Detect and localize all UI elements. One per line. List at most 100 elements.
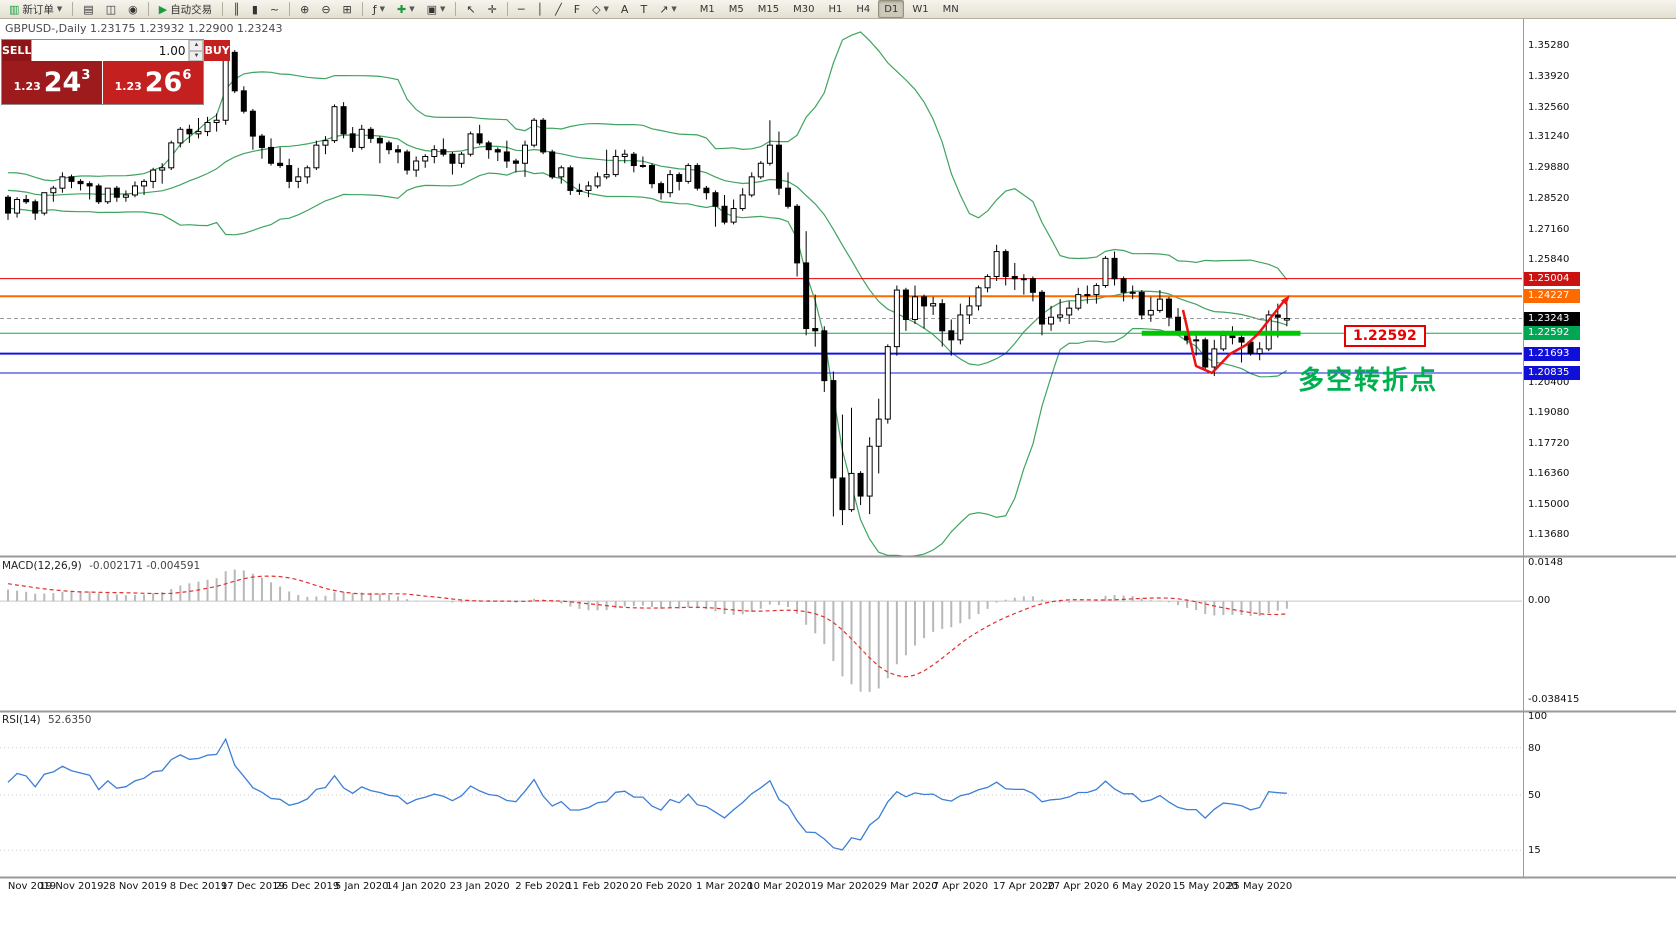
toolbar: ▥ 新订单 ▼ ▤ ◫ ◉ ▶ 自动交易 ║ ▮ ~ ⊕ ⊖ ⊞ ƒ ▼ ✚ ▼ ▣ ▼ ↖ ✛ ─ │ ╱ F ◇ ▼ A T ↗ ▼ M1 M… <box>0 0 1676 19</box>
label-button[interactable]: T <box>635 0 652 18</box>
timeframe-w1[interactable]: W1 <box>912 3 929 15</box>
macd-values: -0.002171 -0.004591 <box>89 560 201 572</box>
timeframe-d1[interactable]: D1 <box>878 0 905 18</box>
date-axis-label: 28 Nov 2019 <box>102 881 167 892</box>
bar-chart-icon-button[interactable]: ║ <box>228 0 245 18</box>
vertical-line-button[interactable]: │ <box>531 0 548 18</box>
timeframe-h1[interactable]: H1 <box>828 3 843 15</box>
sell-price[interactable]: 1.23 24 3 <box>2 61 102 104</box>
chart-ohlc-header: GBPUSD-,Daily 1.23175 1.23932 1.22900 1.… <box>5 22 283 35</box>
chevron-down-icon: ▼ <box>409 5 415 13</box>
add-object-button[interactable]: ✚ ▼ <box>392 0 420 18</box>
turning-point-label[interactable]: 多空转折点 <box>1298 366 1439 396</box>
volume-input[interactable] <box>32 40 189 61</box>
toolbar-separator <box>147 2 149 16</box>
date-axis-label: 6 May 2020 <box>1112 881 1172 892</box>
buy-price-big: 26 <box>144 67 183 98</box>
date-axis-label: 17 Apr 2020 <box>992 881 1055 892</box>
cursor-button[interactable]: ↖ <box>461 0 480 18</box>
date-axis-label: 2 Feb 2020 <box>515 881 572 892</box>
crosshair-icon: ✛ <box>487 2 497 16</box>
rsi-name: RSI(14) <box>2 714 41 726</box>
macd-panel-label: MACD(12,26,9) -0.002171 -0.004591 <box>2 560 200 572</box>
arrowhead-icon <box>1281 295 1290 305</box>
bollinger-middle-band <box>7 134 1288 366</box>
line-chart-icon-button[interactable]: ~ <box>265 0 284 18</box>
rsi-axis-label: 80 <box>1528 742 1541 754</box>
price-axis-label: 1.25840 <box>1528 253 1570 265</box>
volume-down-button[interactable]: ▼ <box>189 50 204 61</box>
macd-panel[interactable] <box>7 569 1288 692</box>
indicators-button[interactable]: ƒ ▼ <box>368 0 390 18</box>
timeframe-m30[interactable]: M30 <box>793 3 815 15</box>
price-tag: 1.25004 <box>1524 271 1580 286</box>
date-axis-label: 23 Jan 2020 <box>449 881 510 892</box>
profiles-icon-button[interactable]: ◫ <box>101 0 121 18</box>
main-chart-panel[interactable] <box>0 31 1522 557</box>
text-icon: A <box>620 2 629 16</box>
buy-button[interactable]: BUY <box>204 40 230 61</box>
price-level-label[interactable]: 1.22592 <box>1344 325 1426 347</box>
bar-chart-icon-icon: ║ <box>233 2 240 16</box>
timeframe-m1[interactable]: M1 <box>699 3 715 15</box>
price-axis-label: 1.31240 <box>1528 131 1570 143</box>
vertical-line-icon: │ <box>536 2 544 16</box>
crosshair-button[interactable]: ✛ <box>483 0 502 18</box>
shapes-icon: ◇ <box>592 2 601 16</box>
sell-button[interactable]: SELL <box>2 40 32 61</box>
cursor-icon: ↖ <box>466 2 476 16</box>
price-tag: 1.20835 <box>1524 366 1580 381</box>
new-order-icon: ▥ <box>9 2 20 16</box>
date-axis-label: 19 Nov 2019 <box>39 881 104 892</box>
arrows-icon: ↗ <box>659 2 669 16</box>
new-order-button-label: 新订单 <box>22 3 54 16</box>
price-axis-label: 1.15000 <box>1528 499 1570 511</box>
charts-window-icon-button[interactable]: ▤ <box>78 0 98 18</box>
candlestick-chart-icon-button[interactable]: ▮ <box>247 0 263 18</box>
date-axis-label: 7 Apr 2020 <box>932 881 989 892</box>
autotrading-button[interactable]: ▶ 自动交易 <box>154 0 217 18</box>
price-axis-label: 1.17720 <box>1528 437 1570 449</box>
fibonacci-button[interactable]: F <box>569 0 585 18</box>
timeframe-m5[interactable]: M5 <box>728 3 744 15</box>
rsi-panel[interactable] <box>7 737 1287 851</box>
buy-price[interactable]: 1.23 26 6 <box>103 61 203 104</box>
arrows-button[interactable]: ↗ ▼ <box>654 0 682 18</box>
new-order-button[interactable]: ▥ 新订单 ▼ <box>4 0 67 18</box>
price-axis-label: 1.19080 <box>1528 406 1570 418</box>
templates-button[interactable]: ▣ ▼ <box>422 0 451 18</box>
rsi-axis-label: 50 <box>1528 790 1541 801</box>
timeframe-h4[interactable]: H4 <box>856 3 871 15</box>
macd-axis-label: 0.00 <box>1528 595 1551 607</box>
chevron-down-icon: ▼ <box>440 5 446 13</box>
toolbar-separator <box>455 2 457 16</box>
date-axis-label: 19 Mar 2020 <box>810 881 875 892</box>
sell-price-main: 1.23 <box>13 80 41 93</box>
autotrading-button-label: 自动交易 <box>170 3 213 16</box>
timeframe-m15[interactable]: M15 <box>757 3 780 15</box>
volume-up-button[interactable]: ▲ <box>189 40 204 51</box>
trendline-button[interactable]: ╱ <box>550 0 567 18</box>
one-click-trading-widget: SELL ▲ ▼ BUY 1.23 24 3 1.23 26 6 <box>1 39 230 105</box>
date-axis-label: 27 Apr 2020 <box>1047 881 1110 892</box>
tile-windows-icon: ⊞ <box>342 2 352 16</box>
zoom-out-button[interactable]: ⊖ <box>316 0 335 18</box>
alerts-icon-button[interactable]: ◉ <box>123 0 143 18</box>
templates-icon: ▣ <box>426 2 438 16</box>
trendline-icon: ╱ <box>555 2 562 16</box>
price-axis-label: 1.13680 <box>1528 529 1570 540</box>
text-button[interactable]: A <box>616 0 634 18</box>
macd-axis-label: -0.038415 <box>1528 693 1580 705</box>
buy-price-main: 1.23 <box>114 80 142 93</box>
horizontal-line-button[interactable]: ─ <box>513 0 530 18</box>
add-object-icon: ✚ <box>397 2 407 16</box>
price-axis-label: 1.27160 <box>1528 223 1570 235</box>
autotrading-icon: ▶ <box>158 2 168 16</box>
timeframe-mn[interactable]: MN <box>942 3 959 15</box>
chevron-down-icon: ▼ <box>671 5 677 13</box>
tile-windows-button[interactable]: ⊞ <box>338 0 357 18</box>
rsi-axis-label: 100 <box>1528 711 1548 722</box>
zoom-in-button[interactable]: ⊕ <box>295 0 314 18</box>
shapes-button[interactable]: ◇ ▼ <box>587 0 614 18</box>
